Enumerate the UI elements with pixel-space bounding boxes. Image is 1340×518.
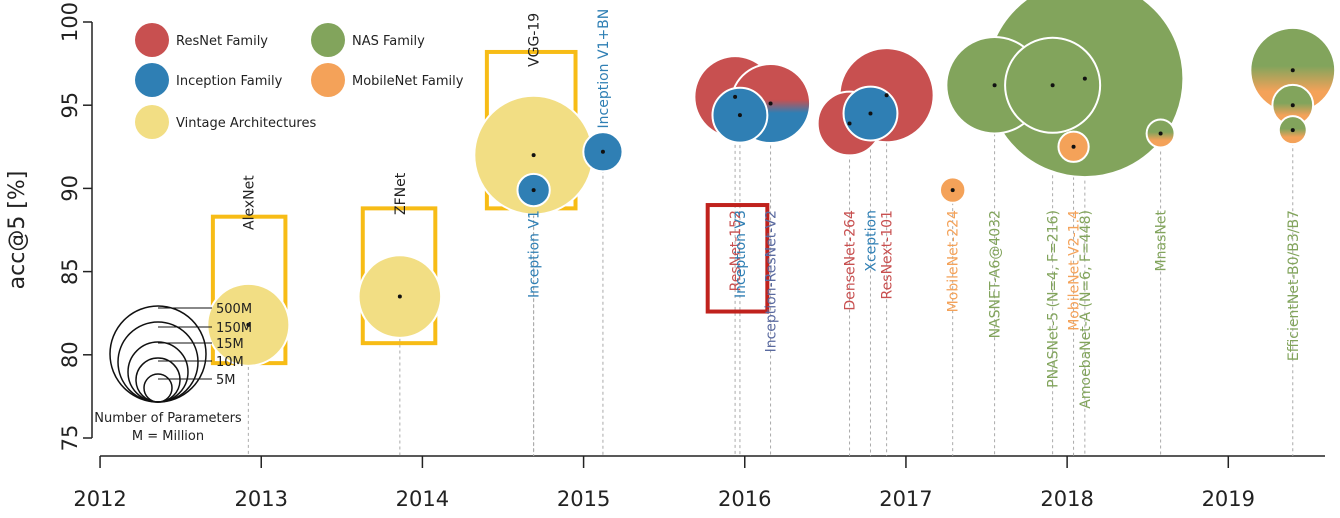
x-tick-label: 2018 (1040, 487, 1093, 511)
bubble-center-densenet-264 (847, 121, 852, 126)
legend: ResNet Family NAS Family Inception Family M… (135, 23, 464, 139)
legend-swatch-mobilenet-family (311, 63, 345, 97)
size-legend-circle (143, 373, 173, 403)
x-tick-label: 2015 (557, 487, 610, 511)
size-legend-label: 15M (216, 337, 244, 352)
y-tick-label: 90 (58, 175, 82, 202)
legend-label-inception-family: Inception Family (176, 74, 283, 89)
bubble-center-inception-v1-bn (600, 149, 605, 154)
bubble-center-efficientnet-b0-b3-b7-3 (1290, 128, 1295, 133)
label-xception: Xception (863, 210, 879, 272)
bubble-center-resnet-152 (733, 94, 738, 99)
label-inception-v1: Inception V1 (527, 210, 543, 298)
bubble-center-amoebanet-a-n-6-f-448 (1082, 76, 1087, 81)
label-inception-v3: Inception V3 (733, 210, 749, 298)
legend-label-mobilenet-family: MobileNet Family (352, 74, 464, 89)
bubble-center-inception-v1 (531, 188, 536, 193)
label-efficientnet-b0-b3-b7: EfficientNet-B0/B3/B7 (1286, 210, 1302, 361)
legend-swatch-vintage-architectures (135, 105, 169, 139)
label-pnasnet-5-n-4-f-216: PNASNet-5 (N=4, F=216) (1046, 210, 1062, 388)
x-tick-label: 2013 (235, 487, 288, 511)
y-tick-label: 85 (58, 258, 82, 285)
bubble-center-pnasnet-5-n-4-f-216 (1050, 83, 1055, 88)
size-legend-circle (135, 357, 181, 403)
size-legend-circle (109, 305, 207, 403)
y-axis: 75 80 85 90 95 100 (58, 2, 93, 452)
bubble-center-efficientnet-b0-b3-b7 (1290, 68, 1295, 73)
x-tick-label: 2012 (73, 487, 126, 511)
size-legend-caption: Number of Parameters (94, 411, 242, 426)
label-inception-resnet-v2: Inception-ResNet-V2 (764, 210, 780, 352)
label-mnasnet: MnasNet (1154, 210, 1170, 272)
y-tick-label: 75 (58, 425, 82, 452)
model-bubbles (206, 0, 1337, 367)
size-legend-caption-unit: M = Million (132, 429, 204, 444)
legend-swatch-resnet-family (135, 23, 169, 57)
label-alexnet: AlexNet (241, 175, 257, 230)
size-legend-label: 150M (216, 321, 252, 336)
size-legend-label: 10M (216, 355, 244, 370)
label-resnet-152: ResNet-152 (728, 210, 744, 291)
legend-swatch-inception-family (135, 63, 169, 97)
model-labels: AlexNet ZFNet VGG-19 Inception V1 Inception … (241, 9, 1301, 409)
y-tick-label: 100 (58, 2, 82, 42)
bubble-center-resnext-101 (884, 93, 889, 98)
legend-label-nas-family: NAS Family (352, 34, 425, 49)
size-legend-label: 500M (216, 302, 252, 317)
bubble-center-inception-resnet-v2 (768, 101, 773, 106)
bubble-center-mnasnet (1158, 131, 1163, 136)
bubble-center-efficientnet-b0-b3-b7-2 (1290, 103, 1295, 108)
label-inception-v1-bn: Inception V1+BN (596, 9, 612, 129)
label-densenet-264: DenseNet-264 (843, 210, 859, 311)
bubble-center-mobilenet-224 (950, 188, 955, 193)
label-zfnet: ZFNet (393, 172, 409, 215)
bubble-center-nasnet-a6-4032 (992, 83, 997, 88)
legend-swatch-nas-family (311, 23, 345, 57)
highlight-boxes (210, 49, 770, 366)
bubble-center-zfnet (397, 294, 402, 299)
bubble-center-mobilenet-v2-1-4 (1071, 144, 1076, 149)
x-tick-label: 2014 (396, 487, 449, 511)
label-resnext-101: ResNext-101 (880, 210, 896, 299)
label-amoebanet-a-n-6-f-448: AmoebaNet-A (N=6, F=448) (1078, 210, 1094, 409)
bubble-center-inception-v3 (737, 113, 742, 118)
y-tick-label: 80 (58, 341, 82, 368)
bubble-center-vgg-19 (531, 153, 536, 158)
x-tick-label: 2019 (1202, 487, 1255, 511)
label-mobilenet-224: MobileNet-224 (946, 210, 962, 312)
highlight-box-resnet-152 (705, 203, 770, 314)
y-axis-label: acc@5 [%] (5, 171, 30, 290)
size-legend-label: 5M (216, 373, 236, 388)
label-mobilenet-v2-1-4: MobileNet V2-1.4 (1067, 210, 1083, 331)
legend-label-vintage-architectures: Vintage Architectures (176, 116, 316, 131)
label-nasnet-a6-4032: NASNET-A6@4032 (988, 210, 1004, 338)
y-tick-label: 95 (58, 92, 82, 119)
x-tick-label: 2016 (718, 487, 771, 511)
x-axis: 2012 2013 2014 2015 2016 2017 2018 2019 (73, 455, 1325, 511)
bubble-center-alexnet (246, 322, 251, 327)
x-tick-label: 2017 (879, 487, 932, 511)
label-vgg-19: VGG-19 (527, 13, 543, 67)
legend-label-resnet-family: ResNet Family (176, 34, 268, 49)
bubble-center-xception (868, 111, 873, 116)
